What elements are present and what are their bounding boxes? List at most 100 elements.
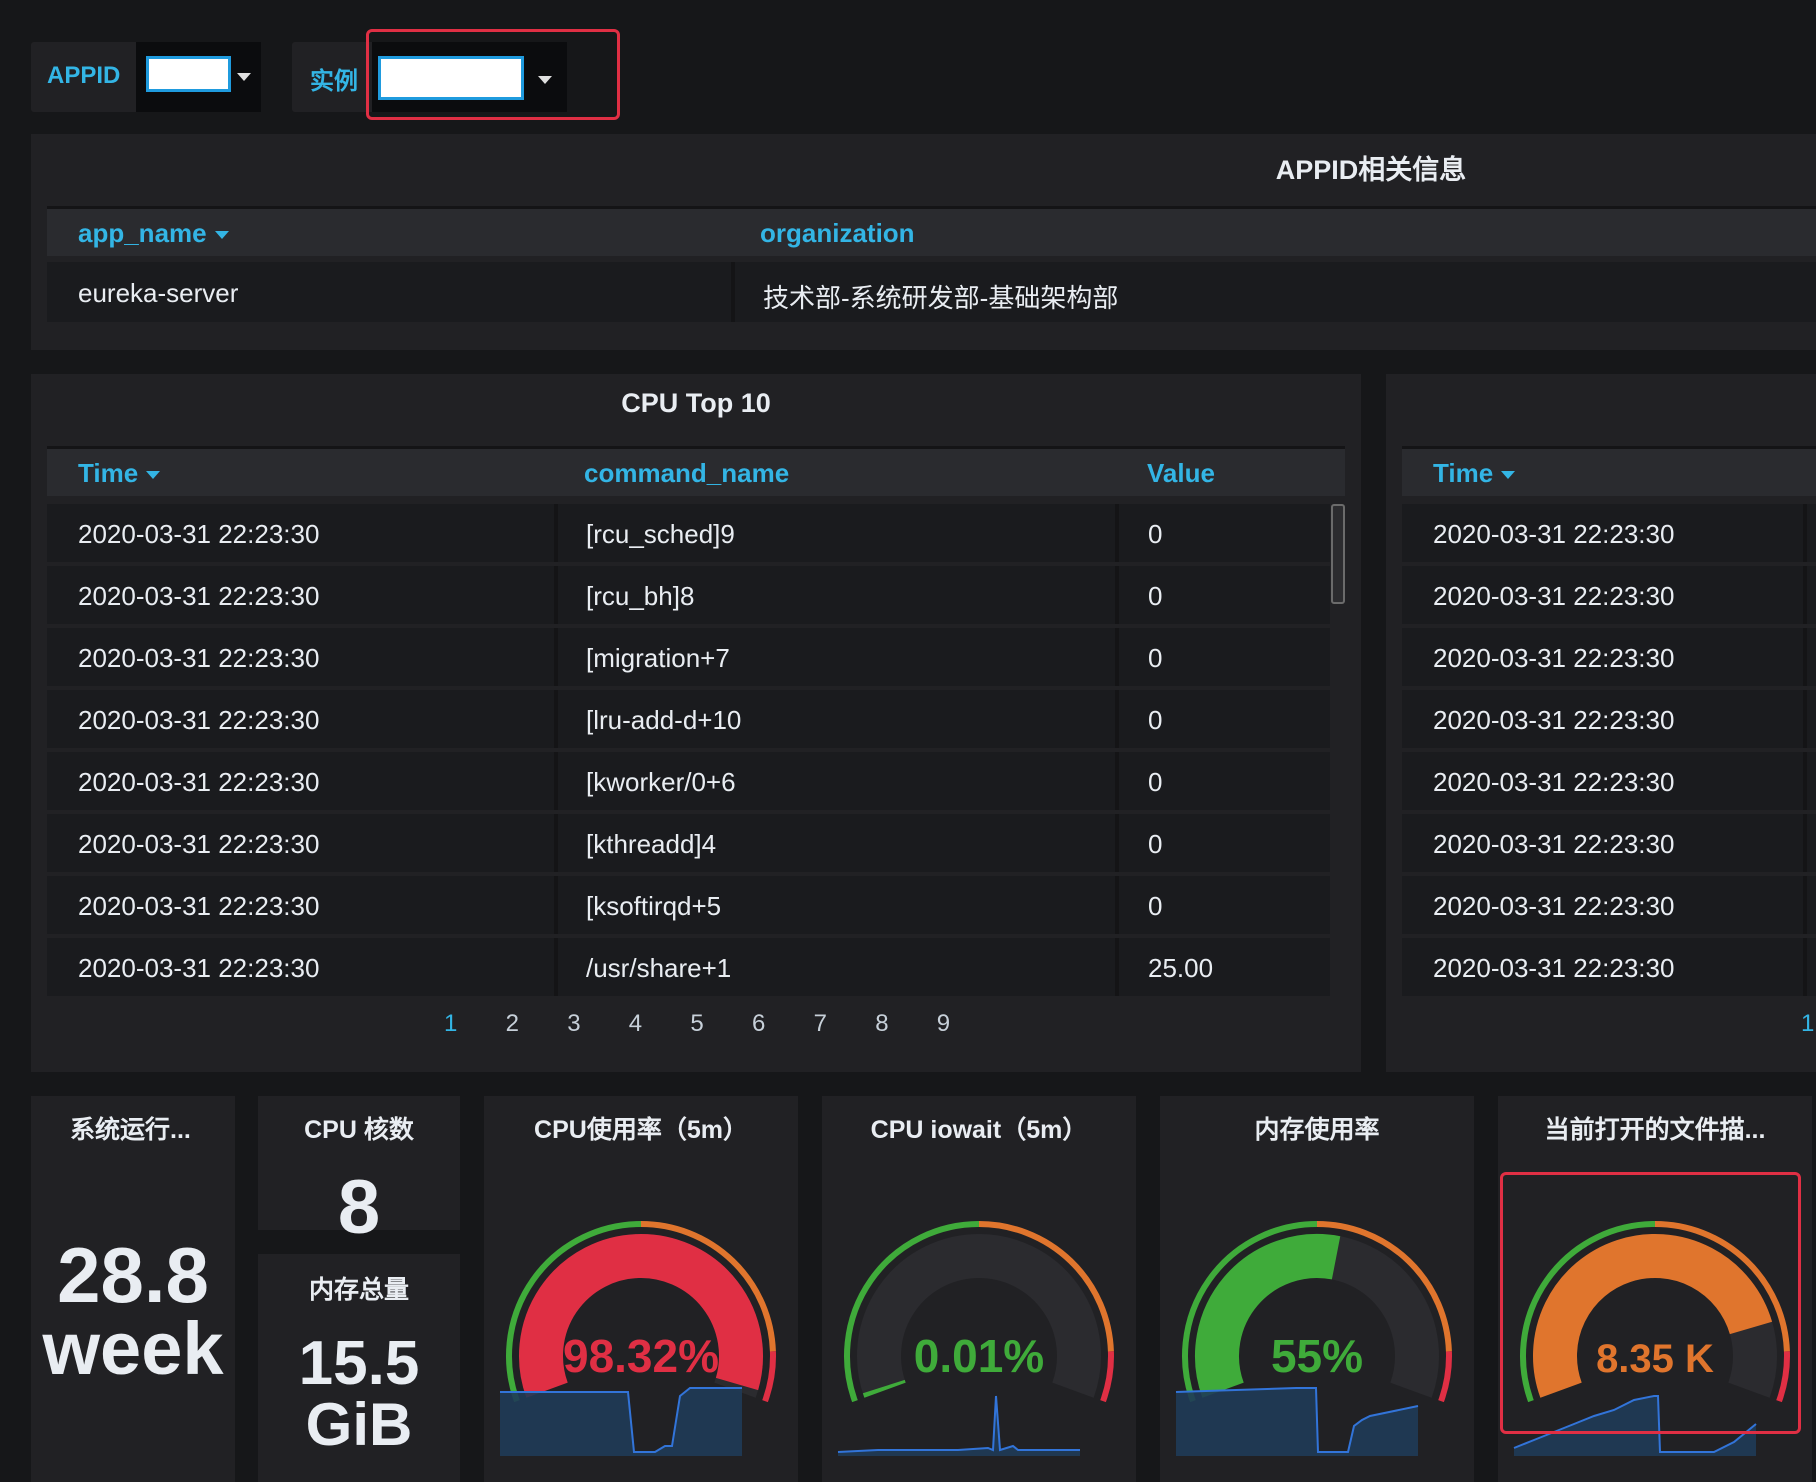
column-header-value[interactable]: Value <box>1147 458 1215 488</box>
column-divider <box>1115 690 1119 748</box>
cell-time: 2020-03-31 22:23:30 <box>78 643 320 673</box>
threshold-green <box>844 1221 980 1403</box>
cell-time: 2020-03-31 22:23:30 <box>1433 519 1675 549</box>
column-divider <box>554 752 558 810</box>
cell-command-name: [ksoftirqd+5 <box>586 891 722 921</box>
cell-time: 2020-03-31 22:23:30 <box>1433 829 1675 859</box>
chevron-down-icon <box>237 73 251 81</box>
threshold-red <box>1438 1351 1452 1403</box>
instance-select-value[interactable] <box>378 56 524 100</box>
cell-time: 2020-03-31 22:23:30 <box>1433 891 1675 921</box>
sparkline <box>837 1395 1080 1456</box>
gauge-chart: 0.01% <box>837 1221 1114 1456</box>
cell-value: 25.00 <box>1148 953 1214 983</box>
pagination-page[interactable]: 9 <box>936 1010 951 1037</box>
column-header-time[interactable]: Time <box>1433 458 1516 489</box>
panel-title: 系统运行... <box>70 1116 191 1144</box>
cell-command-name: [lru-add-d+10 <box>586 705 742 735</box>
column-divider <box>1115 504 1119 562</box>
cell-command-name: [rcu_bh]8 <box>586 581 695 611</box>
pagination-page[interactable]: 8 <box>875 1010 889 1037</box>
sparkline <box>1175 1387 1419 1456</box>
cell-time: 2020-03-31 22:23:30 <box>78 705 320 735</box>
appid-label: APPID <box>47 62 121 89</box>
gauge-value-arc <box>519 1234 763 1398</box>
column-header-organization[interactable]: organization <box>760 218 915 248</box>
appid-info-panel: APPID相关信息 app_name organization eureka-s… <box>31 134 1816 350</box>
appid-select[interactable] <box>136 42 261 112</box>
cell-time: 2020-03-31 22:23:30 <box>1433 953 1675 983</box>
cell-value: 0 <box>1148 705 1163 735</box>
threshold-orange <box>1316 1221 1452 1352</box>
gauge-value: 8.35 K <box>1596 1337 1714 1381</box>
threshold-green <box>506 1221 642 1403</box>
panel-title: APPID相关信息 <box>1275 155 1467 185</box>
cell-value: 0 <box>1148 891 1163 921</box>
pagination-page[interactable]: 7 <box>813 1010 827 1037</box>
table-row <box>47 262 1816 322</box>
table-header <box>47 206 1816 256</box>
column-header-command-name[interactable]: command_name <box>584 458 790 488</box>
table-row <box>1402 628 1816 686</box>
cell-value: 0 <box>1148 581 1163 611</box>
pagination-page[interactable]: 6 <box>752 1010 766 1037</box>
column-divider <box>1803 938 1807 996</box>
cell-command-name: [kworker/0+6 <box>586 767 736 797</box>
scrollbar[interactable] <box>1331 504 1345 604</box>
mem-total-value: 15.5 <box>298 1329 420 1398</box>
chevron-down-icon <box>538 76 552 84</box>
mem-total-panel: 内存总量 15.5 GiB <box>258 1254 460 1482</box>
gauge-chart: 8.35 K <box>1513 1221 1790 1456</box>
cell-command-name: [rcu_sched]9 <box>586 519 735 549</box>
instance-variable: 实例 <box>292 42 567 112</box>
column-divider <box>1803 628 1807 686</box>
uptime-unit: week <box>42 1307 224 1390</box>
pagination-page[interactable]: 1 <box>444 1010 458 1037</box>
cell-time: 2020-03-31 22:23:30 <box>78 519 320 549</box>
column-divider <box>1115 752 1119 810</box>
pagination-page[interactable]: 2 <box>505 1010 519 1037</box>
cpu-cores-value: 8 <box>337 1165 381 1250</box>
threshold-red <box>762 1351 776 1403</box>
threshold-orange <box>640 1221 776 1352</box>
cell-time: 2020-03-31 22:23:30 <box>1433 705 1675 735</box>
pagination-page[interactable]: 1 <box>1801 1010 1815 1037</box>
gauge-panel: 当前打开的文件描... 8.35 K <box>1498 1096 1812 1482</box>
pagination-page[interactable]: 3 <box>567 1010 581 1037</box>
gauge-value-arc <box>1533 1234 1773 1398</box>
column-divider <box>554 566 558 624</box>
uptime-value: 28.8 <box>57 1231 209 1319</box>
sort-desc-icon <box>214 231 229 240</box>
threshold-green <box>1182 1221 1318 1403</box>
gauge-panel: CPU iowait（5m） 0.01% <box>822 1096 1136 1482</box>
panel-title: CPU Top 10 <box>621 388 771 418</box>
cell-app-name: eureka-server <box>78 278 239 308</box>
table-row <box>1402 814 1816 872</box>
instance-label: 实例 <box>310 68 358 95</box>
column-divider <box>1803 566 1807 624</box>
table-row <box>1402 752 1816 810</box>
column-divider <box>1115 814 1119 872</box>
gauge-panel: 内存使用率 55% <box>1160 1096 1474 1482</box>
cell-value: 0 <box>1148 829 1163 859</box>
pagination-page[interactable]: 5 <box>690 1010 704 1037</box>
instance-select[interactable] <box>372 42 567 112</box>
column-header-app-name[interactable]: app_name <box>78 218 229 249</box>
gauge-value: 55% <box>1271 1330 1363 1382</box>
cell-time: 2020-03-31 22:23:30 <box>1433 643 1675 673</box>
gauge-value-arc <box>1195 1234 1341 1398</box>
column-divider <box>554 690 558 748</box>
table-row <box>1402 690 1816 748</box>
appid-select-value[interactable] <box>146 56 231 92</box>
table-row <box>1402 566 1816 624</box>
cell-command-name: [migration+7 <box>586 643 730 673</box>
uptime-panel: 系统运行... 28.8 week <box>31 1096 235 1482</box>
column-divider <box>1115 566 1119 624</box>
column-divider <box>1803 690 1807 748</box>
gauge-chart: 55% <box>1175 1221 1452 1456</box>
column-divider <box>1803 876 1807 934</box>
column-header-time[interactable]: Time <box>78 458 161 489</box>
pagination-page[interactable]: 4 <box>628 1010 643 1037</box>
threshold-red <box>1100 1351 1114 1403</box>
column-divider <box>1803 752 1807 810</box>
